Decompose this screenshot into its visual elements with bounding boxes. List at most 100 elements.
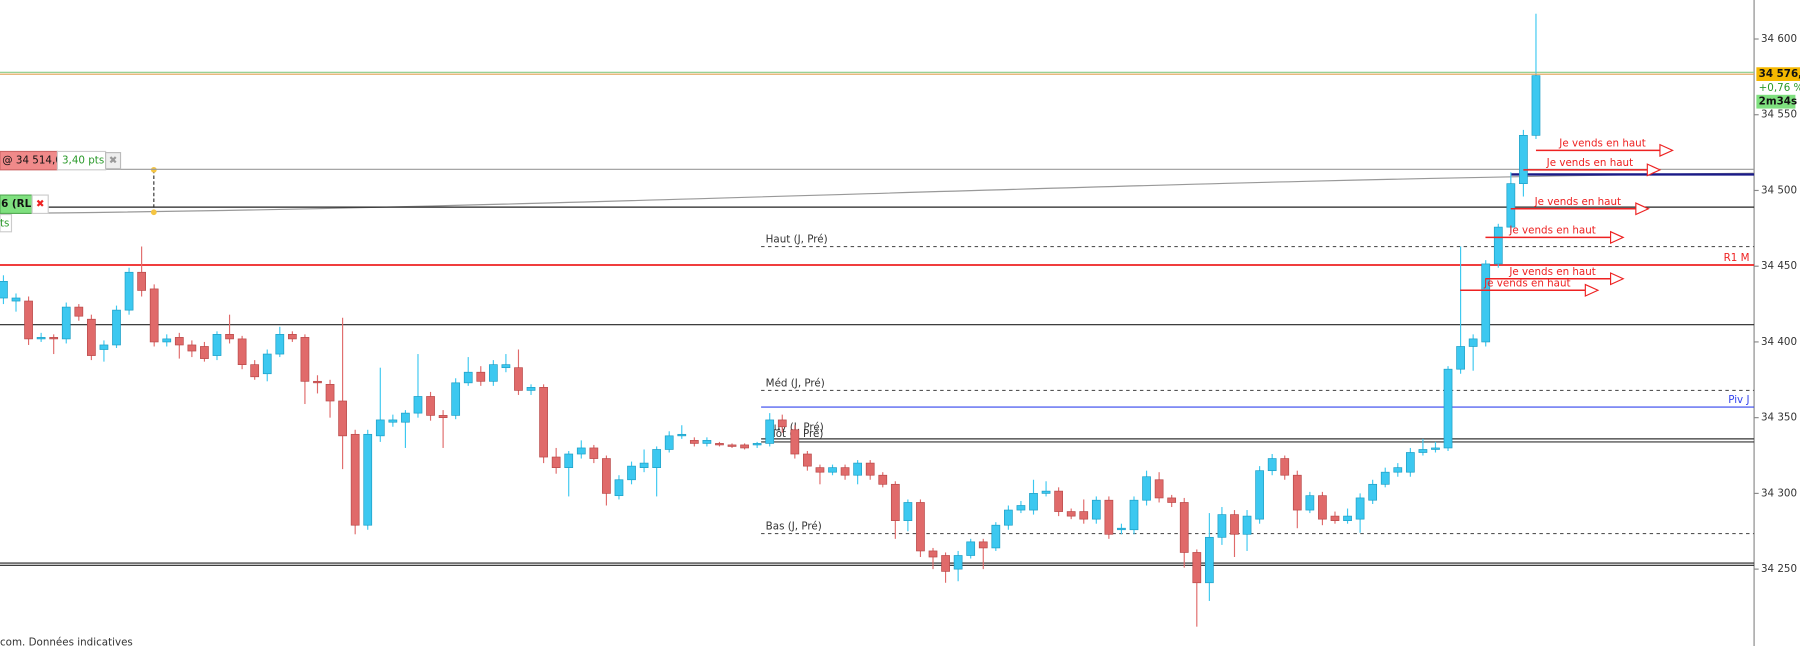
y-tick-label: 34 300 <box>1761 487 1797 499</box>
candle-body <box>1217 514 1227 538</box>
candle-body <box>350 433 360 526</box>
candle-body <box>338 400 347 437</box>
candle-body <box>1318 495 1327 520</box>
candle-body <box>1066 511 1076 517</box>
y-tick-label: 34 400 <box>1761 336 1797 348</box>
candle-body <box>1091 499 1101 520</box>
candle-body <box>451 382 461 416</box>
candle-body <box>1468 338 1478 347</box>
candle-body <box>200 346 209 359</box>
timer-label: 2m34s <box>1759 96 1797 108</box>
candle-body <box>1016 505 1026 511</box>
candle-body <box>1129 499 1139 531</box>
timer-box <box>1756 94 1796 109</box>
candle-body <box>225 334 234 340</box>
candle-body <box>689 440 699 444</box>
candle-body <box>1280 458 1290 476</box>
y-tick-label: 34 550 <box>1761 109 1797 121</box>
candle-body <box>602 458 611 494</box>
candle-body <box>991 524 1001 549</box>
candle-body <box>288 334 297 340</box>
candle-body <box>1519 134 1528 185</box>
candle-body <box>1481 263 1491 343</box>
close-icon: ✖ <box>109 155 118 167</box>
candle-body <box>865 462 875 476</box>
candle-body <box>1230 514 1239 535</box>
candle-body <box>313 380 322 384</box>
candle-body <box>752 443 762 446</box>
candle-body <box>1380 471 1390 485</box>
order-arrow <box>1584 283 1600 297</box>
candle-body <box>1104 499 1114 535</box>
candle-body <box>928 550 938 558</box>
candle-body <box>174 337 184 346</box>
candle-body <box>890 483 900 521</box>
candle-body <box>627 465 636 481</box>
last-price-box <box>1756 67 1800 82</box>
close-button[interactable] <box>31 194 49 214</box>
y-tick-label: 34 500 <box>1761 184 1797 196</box>
level-label: R1 M <box>1724 252 1750 264</box>
candle-body <box>1179 502 1189 553</box>
candle-body <box>564 453 574 468</box>
candle-body <box>815 467 825 473</box>
candle-body <box>551 456 561 468</box>
candle-body <box>878 474 888 485</box>
order-price: @ 34 514,0 <box>2 155 62 167</box>
candle-body <box>300 337 310 382</box>
position: 6 (RL) <box>1 198 36 210</box>
candle-body <box>162 338 172 343</box>
close-button[interactable] <box>105 152 122 170</box>
candle-body <box>187 344 197 352</box>
candle-body <box>1355 497 1365 520</box>
candle-body <box>539 387 548 458</box>
candle-body <box>715 443 724 446</box>
candle-body <box>740 444 749 449</box>
candle-body <box>501 364 511 369</box>
candle-body <box>212 334 222 356</box>
candle-body <box>1531 75 1541 136</box>
candle-body <box>426 396 435 416</box>
candle-body <box>325 383 335 402</box>
candle-body <box>1305 495 1315 511</box>
candle-body <box>953 555 963 570</box>
candle-body <box>1343 515 1352 521</box>
order-label: Je vends en haut <box>1508 266 1595 278</box>
order-arrow <box>1610 272 1625 286</box>
candle-body <box>639 462 649 468</box>
position-pts: ts <box>0 218 9 230</box>
candle-body <box>413 396 423 414</box>
candle-body <box>99 344 109 350</box>
candle-body <box>49 337 59 340</box>
candle-body <box>1255 470 1264 520</box>
candle-body <box>137 271 146 291</box>
candle-body <box>1292 474 1302 511</box>
change-box <box>1756 81 1800 95</box>
candle-body <box>124 271 134 311</box>
candle-body <box>1079 511 1089 520</box>
y-tick-label: 34 250 <box>1761 563 1797 575</box>
candle-body <box>1393 467 1403 473</box>
candle-body <box>112 309 121 346</box>
candles <box>0 13 1541 627</box>
candle-body <box>463 371 473 384</box>
candle-body <box>1054 490 1063 512</box>
candle-body <box>1004 509 1013 526</box>
level-label: Méd (J, Pré) <box>766 378 825 390</box>
candle-body <box>1418 449 1428 453</box>
level-label: Bas (J, Pré) <box>766 521 822 533</box>
candle-body <box>0 281 8 299</box>
candle-body <box>1029 493 1038 511</box>
order-label: Je vends en haut <box>1483 277 1570 289</box>
candle-body <box>1405 452 1415 473</box>
candle-body <box>1267 458 1277 472</box>
candle-body <box>576 447 586 455</box>
order-label: Je vends en haut <box>1546 157 1633 169</box>
candle-body <box>765 419 775 444</box>
last-price-label: 34 576,8 <box>1759 68 1800 80</box>
candle-body <box>262 353 272 375</box>
pts-box <box>0 213 13 233</box>
candle-body <box>677 433 687 437</box>
order-arrow <box>1635 202 1650 216</box>
